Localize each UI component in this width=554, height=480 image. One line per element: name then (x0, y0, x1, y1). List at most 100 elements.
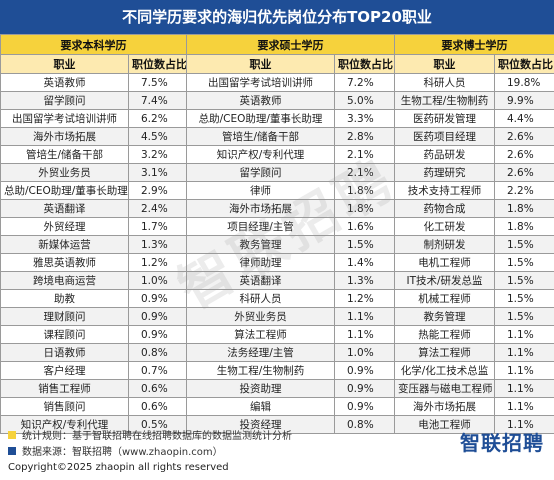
table-row: 外贸经理 1.7% 项目经理/主管 1.6% 化工研发 1.8% (0, 217, 554, 236)
share-cell: 7.5% (128, 73, 187, 92)
job-cell: 药理研究 (394, 163, 495, 182)
share-cell: 0.9% (128, 307, 187, 326)
job-cell: 总助/CEO助理/董事长助理 (186, 109, 335, 128)
job-cell: 外贸经理 (0, 217, 129, 236)
job-cell: IT技术/研发总监 (394, 271, 495, 290)
group-bachelor: 要求本科学历 (0, 34, 187, 55)
share-cell: 2.6% (494, 163, 554, 182)
blue-square-icon (8, 446, 16, 455)
stat-rule-note: 统计规则：基于智联招聘在线招聘数据库的数据监测统计分析 (8, 427, 292, 442)
table-row: 新媒体运营 1.3% 教务管理 1.5% 制剂研发 1.5% (0, 235, 554, 254)
share-cell: 0.9% (334, 361, 395, 380)
table-row: 管培生/储备干部 3.2% 知识产权/专利代理 2.1% 药品研发 2.6% (0, 145, 554, 164)
job-cell: 海外市场拓展 (186, 199, 335, 218)
table-row: 助教 0.9% 科研人员 1.2% 机械工程师 1.5% (0, 289, 554, 308)
share-cell: 1.2% (128, 253, 187, 272)
share-cell: 0.7% (128, 361, 187, 380)
job-cell: 新媒体运营 (0, 235, 129, 254)
copyright: Copyright©2025 zhaopin all rights reserv… (8, 462, 229, 473)
share-cell: 2.6% (494, 127, 554, 146)
data-source-text: 数据来源：智联招聘（www.zhaopin.com） (22, 447, 223, 458)
share-cell: 2.1% (334, 163, 395, 182)
job-cell: 跨境电商运营 (0, 271, 129, 290)
job-cell: 英语翻译 (0, 199, 129, 218)
share-cell: 0.6% (128, 397, 187, 416)
ranking-table: 要求本科学历 要求硕士学历 要求博士学历 职业 职位数占比 职业 职位数占比 职… (0, 34, 554, 434)
job-cell: 编辑 (186, 397, 335, 416)
job-cell: 日语教师 (0, 343, 129, 362)
share-cell: 0.5% (128, 415, 187, 434)
table-row: 英语翻译 2.4% 海外市场拓展 1.8% 药物合成 1.8% (0, 199, 554, 218)
share-cell: 0.9% (128, 325, 187, 344)
job-cell: 销售顾问 (0, 397, 129, 416)
share-cell: 1.1% (494, 397, 554, 416)
group-header-row: 要求本科学历 要求硕士学历 要求博士学历 (0, 34, 554, 55)
table-row: 理财顾问 0.9% 外贸业务员 1.1% 教务管理 1.5% (0, 307, 554, 326)
job-cell: 知识产权/专利代理 (186, 145, 335, 164)
share-cell: 1.3% (334, 271, 395, 290)
job-cell: 制剂研发 (394, 235, 495, 254)
share-cell: 1.1% (334, 325, 395, 344)
table-row: 留学顾问 7.4% 英语教师 5.0% 生物工程/生物制药 9.9% (0, 91, 554, 110)
job-cell: 管培生/储备干部 (0, 145, 129, 164)
col-share-header: 职位数占比 (494, 54, 554, 74)
job-cell: 生物工程/生物制药 (186, 361, 335, 380)
col-job-header: 职业 (186, 54, 335, 74)
job-cell: 法务经理/主管 (186, 343, 335, 362)
col-share-header: 职位数占比 (334, 54, 395, 74)
share-cell: 3.1% (128, 163, 187, 182)
job-cell: 外贸业务员 (186, 307, 335, 326)
share-cell: 4.5% (128, 127, 187, 146)
share-cell: 1.3% (128, 235, 187, 254)
share-cell: 1.1% (494, 343, 554, 362)
footer: 统计规则：基于智联招聘在线招聘数据库的数据监测统计分析 数据来源：智联招聘（ww… (0, 424, 554, 480)
table-row: 课程顾问 0.9% 算法工程师 1.1% 热能工程师 1.1% (0, 325, 554, 344)
share-cell: 1.1% (494, 361, 554, 380)
job-cell: 机械工程师 (394, 289, 495, 308)
job-cell: 客户经理 (0, 361, 129, 380)
job-cell: 投资助理 (186, 379, 335, 398)
job-cell: 教务管理 (186, 235, 335, 254)
job-cell: 律师 (186, 181, 335, 200)
job-cell: 留学顾问 (0, 91, 129, 110)
share-cell: 1.1% (334, 307, 395, 326)
share-cell: 1.5% (494, 235, 554, 254)
share-cell: 7.2% (334, 73, 395, 92)
job-cell: 项目经理/主管 (186, 217, 335, 236)
yellow-square-icon (8, 430, 16, 439)
share-cell: 1.4% (334, 253, 395, 272)
share-cell: 5.0% (334, 91, 395, 110)
share-cell: 1.5% (494, 307, 554, 326)
share-cell: 19.8% (494, 73, 554, 92)
share-cell: 7.4% (128, 91, 187, 110)
table-row: 海外市场拓展 4.5% 管培生/储备干部 2.8% 医药项目经理 2.6% (0, 127, 554, 146)
job-cell: 生物工程/生物制药 (394, 91, 495, 110)
job-cell: 变压器与磁电工程师 (394, 379, 495, 398)
column-header-row: 职业 职位数占比 职业 职位数占比 职业 职位数占比 (0, 54, 554, 74)
job-cell: 化学/化工技术总监 (394, 361, 495, 380)
job-cell: 知识产权/专利代理 (0, 415, 129, 434)
job-cell: 海外市场拓展 (0, 127, 129, 146)
group-master: 要求硕士学历 (186, 34, 395, 55)
share-cell: 9.9% (494, 91, 554, 110)
share-cell: 2.9% (128, 181, 187, 200)
job-cell: 医药项目经理 (394, 127, 495, 146)
job-cell: 化工研发 (394, 217, 495, 236)
job-cell: 出国留学考试培训讲师 (0, 109, 129, 128)
share-cell: 0.9% (128, 289, 187, 308)
table-row: 客户经理 0.7% 生物工程/生物制药 0.9% 化学/化工技术总监 1.1% (0, 361, 554, 380)
job-cell: 课程顾问 (0, 325, 129, 344)
job-cell: 英语翻译 (186, 271, 335, 290)
share-cell: 1.5% (494, 289, 554, 308)
share-cell: 1.5% (334, 235, 395, 254)
share-cell: 1.5% (494, 253, 554, 272)
job-cell: 英语教师 (0, 73, 129, 92)
table-row: 英语教师 7.5% 出国留学考试培训讲师 7.2% 科研人员 19.8% (0, 73, 554, 92)
job-cell: 律师助理 (186, 253, 335, 272)
job-cell: 教务管理 (394, 307, 495, 326)
share-cell: 1.8% (334, 199, 395, 218)
share-cell: 1.7% (128, 217, 187, 236)
job-cell: 外贸业务员 (0, 163, 129, 182)
job-cell: 留学顾问 (186, 163, 335, 182)
job-cell: 管培生/储备干部 (186, 127, 335, 146)
